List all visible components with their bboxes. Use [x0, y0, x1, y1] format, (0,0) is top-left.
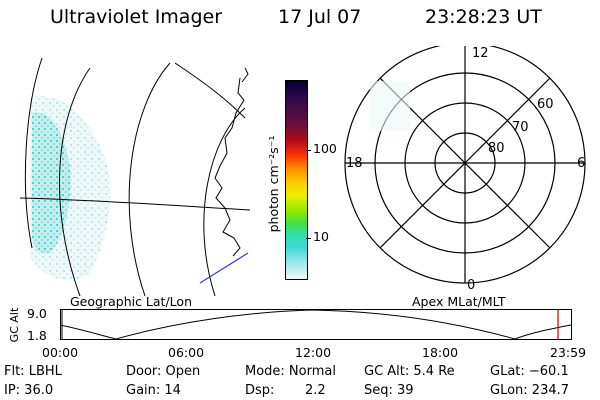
mlt-label-6: 6	[577, 156, 586, 171]
colorbar-tick-100	[306, 150, 311, 151]
mlat-label-80: 80	[488, 141, 505, 156]
colorbar-unit-label: photon cm⁻²s⁻¹	[266, 135, 281, 233]
time-tick-1800: 18:00	[422, 345, 459, 360]
colorbar	[285, 80, 308, 280]
mlt-label-0: 0	[467, 278, 476, 293]
gc-alt-info: GC Alt: 5.4 Re	[364, 364, 455, 379]
mlt-label-18: 18	[346, 156, 363, 171]
glat-info: GLat: −60.1	[490, 364, 569, 379]
filter-info: Flt: LBHL	[4, 364, 62, 379]
dsp-label: Dsp:	[245, 383, 275, 398]
colorbar-tick-10	[306, 238, 311, 239]
mlt-label-12: 12	[472, 46, 489, 61]
time-tick-1200: 12:00	[295, 345, 332, 360]
polar-plot	[344, 46, 586, 284]
mlat-label-70: 70	[512, 120, 529, 135]
altitude-plot	[60, 309, 572, 340]
altitude-ylabel: GC Alt	[8, 307, 21, 343]
altitude-ytick-high: 9.0	[27, 306, 47, 321]
time-tick-0600: 06:00	[168, 345, 205, 360]
instrument-title: Ultraviolet Imager	[50, 6, 223, 28]
geographic-caption: Geographic Lat/Lon	[70, 294, 192, 309]
date-label: 17 Jul 07	[278, 6, 362, 28]
seq-info: Seq: 39	[364, 383, 414, 398]
glon-info: GLon: 234.7	[490, 383, 570, 398]
time-tick-2359: 23:59	[550, 345, 587, 360]
aurora-band	[32, 112, 71, 254]
mlat-label-60: 60	[537, 97, 554, 112]
door-info: Door: Open	[126, 364, 201, 379]
gain-info: Gain: 14	[126, 383, 181, 398]
ip-info: IP: 36.0	[4, 383, 54, 398]
geographic-map	[20, 57, 250, 296]
colorbar-label-10: 10	[313, 229, 329, 244]
colorbar-label-100: 100	[313, 141, 337, 156]
dsp-value: 2.2	[305, 383, 326, 398]
mode-info: Mode: Normal	[245, 364, 336, 379]
polar-caption: Apex MLat/MLT	[412, 294, 506, 309]
time-tick-0000: 00:00	[42, 345, 79, 360]
altitude-ytick-low: 1.8	[27, 328, 47, 343]
time-label: 23:28:23 UT	[425, 6, 542, 28]
